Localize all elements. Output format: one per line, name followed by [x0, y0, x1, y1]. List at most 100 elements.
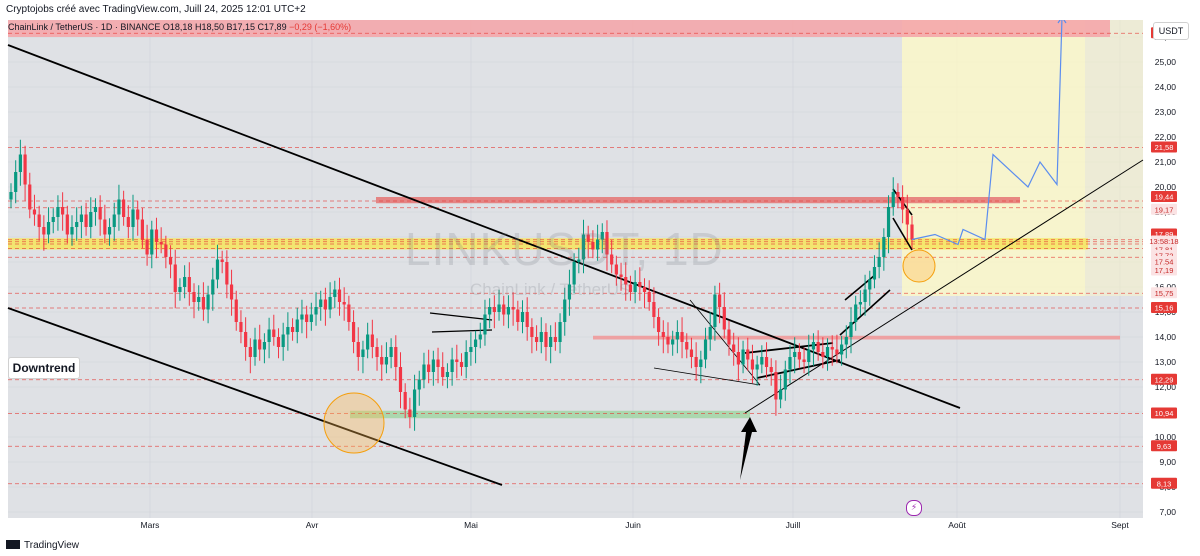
- y-tick-label[interactable]: 9,00: [1159, 457, 1176, 467]
- candle-body: [229, 284, 234, 300]
- candle-body: [403, 392, 407, 410]
- retest-circle: [902, 249, 936, 283]
- projection-line: [911, 16, 1063, 246]
- y-tick-label[interactable]: 13,00: [1155, 357, 1177, 367]
- candle-body: [347, 304, 351, 322]
- candle-body: [262, 342, 267, 350]
- candle-body: [380, 357, 384, 365]
- price-label-bg: [1151, 287, 1177, 299]
- candle-body: [290, 327, 295, 332]
- y-tick-label[interactable]: 16,00: [1155, 282, 1177, 292]
- candle-body: [75, 222, 79, 227]
- candle-body: [544, 332, 548, 347]
- y-tick-label[interactable]: 25,00: [1155, 57, 1177, 67]
- resistance-zone-mid: [376, 197, 1020, 204]
- candle-body: [187, 277, 191, 292]
- x-tick-label[interactable]: Sept: [1111, 520, 1129, 530]
- y-tick-label[interactable]: 12,00: [1155, 382, 1177, 392]
- price-label[interactable]: 15,16: [1155, 304, 1174, 313]
- candle-body: [807, 349, 811, 362]
- time-axis[interactable]: Mars Avr Mai Juin Juill Août Sept: [141, 520, 1130, 530]
- y-tick-label[interactable]: 24,00: [1155, 82, 1177, 92]
- price-label[interactable]: 9,63: [1157, 442, 1172, 451]
- candle-body: [131, 209, 135, 227]
- price-label[interactable]: 8,13: [1157, 479, 1172, 488]
- y-tick-label[interactable]: 10,00: [1155, 432, 1177, 442]
- lightning-icon[interactable]: ⚡: [906, 500, 922, 516]
- price-label[interactable]: 17,89: [1155, 230, 1174, 239]
- candle-body: [619, 274, 623, 277]
- candle-body: [581, 234, 586, 260]
- candle-body: [319, 299, 323, 307]
- candle-body: [699, 359, 703, 367]
- candle-body: [9, 192, 13, 200]
- y-tick-label[interactable]: 14,00: [1155, 332, 1177, 342]
- flag-top-line: [429, 312, 493, 321]
- price-label[interactable]: 12,29: [1155, 375, 1174, 384]
- x-tick-label[interactable]: Juill: [786, 520, 801, 530]
- x-tick-label[interactable]: Mars: [141, 520, 160, 530]
- candle-body: [103, 219, 107, 235]
- candle-body: [877, 257, 881, 267]
- price-label[interactable]: 15,75: [1155, 289, 1174, 298]
- price-label[interactable]: 19,17: [1155, 205, 1174, 214]
- x-tick-label[interactable]: Août: [948, 520, 966, 530]
- candle-body: [891, 192, 895, 207]
- candle-body: [398, 367, 403, 392]
- price-label-bg: [1151, 235, 1177, 247]
- candle-body: [122, 199, 126, 217]
- candle-body: [600, 232, 604, 240]
- candle-body: [779, 389, 783, 400]
- price-label[interactable]: 19,44: [1155, 193, 1174, 202]
- candle-body: [220, 259, 224, 262]
- tradingview-logo[interactable]: TradingView: [6, 540, 79, 551]
- footer-bar: TradingView: [0, 534, 1200, 556]
- candle-body: [553, 337, 557, 342]
- candle-body: [825, 347, 830, 357]
- candle-body: [168, 257, 173, 265]
- candle-body: [835, 349, 839, 355]
- candle-body: [23, 154, 27, 185]
- candle-body: [708, 327, 712, 340]
- candle-body: [427, 364, 431, 372]
- candle-body: [656, 317, 661, 332]
- y-tick-label[interactable]: 22,00: [1155, 132, 1177, 142]
- candle-body: [140, 219, 144, 240]
- y-tick-label[interactable]: 23,00: [1155, 107, 1177, 117]
- price-label[interactable]: 17,54: [1155, 258, 1174, 267]
- price-label[interactable]: 10,94: [1155, 409, 1174, 418]
- y-tick-label[interactable]: 7,00: [1159, 507, 1176, 517]
- candle-body: [239, 322, 243, 332]
- candle-body: [84, 214, 88, 227]
- candle-body: [666, 337, 670, 345]
- projection-box-ext: [1085, 18, 1143, 296]
- candle-body: [450, 359, 454, 372]
- price-label[interactable]: 17,19: [1155, 266, 1174, 275]
- candle-body: [717, 294, 722, 307]
- tradingview-mark-icon: [6, 540, 20, 549]
- candle-body: [788, 357, 792, 370]
- candle-body: [408, 409, 412, 417]
- price-label[interactable]: 21,58: [1155, 143, 1174, 152]
- candle-body: [549, 337, 553, 347]
- symbol-title[interactable]: ChainLink / TetherUS · 1D · BINANCE: [8, 22, 161, 32]
- currency-button[interactable]: USDT: [1153, 22, 1189, 40]
- x-tick-label[interactable]: Avr: [306, 520, 319, 530]
- y-tick-label[interactable]: 21,00: [1155, 157, 1177, 167]
- y-tick-label[interactable]: 20,00: [1155, 182, 1177, 192]
- candle-body: [661, 332, 665, 337]
- x-tick-label[interactable]: Juin: [625, 520, 641, 530]
- candle-body: [248, 347, 252, 357]
- candle-body: [211, 279, 215, 295]
- candle-body: [295, 319, 299, 332]
- candle-body: [488, 307, 492, 315]
- ohlc-low: B17,15: [226, 22, 256, 32]
- price-label[interactable]: 13:58:18: [1149, 237, 1178, 246]
- candle-body: [445, 372, 450, 377]
- candle-body: [351, 322, 356, 342]
- candle-body: [441, 367, 445, 377]
- price-label-bg: [1151, 373, 1177, 385]
- x-tick-label[interactable]: Mai: [464, 520, 478, 530]
- candle-body: [309, 314, 313, 322]
